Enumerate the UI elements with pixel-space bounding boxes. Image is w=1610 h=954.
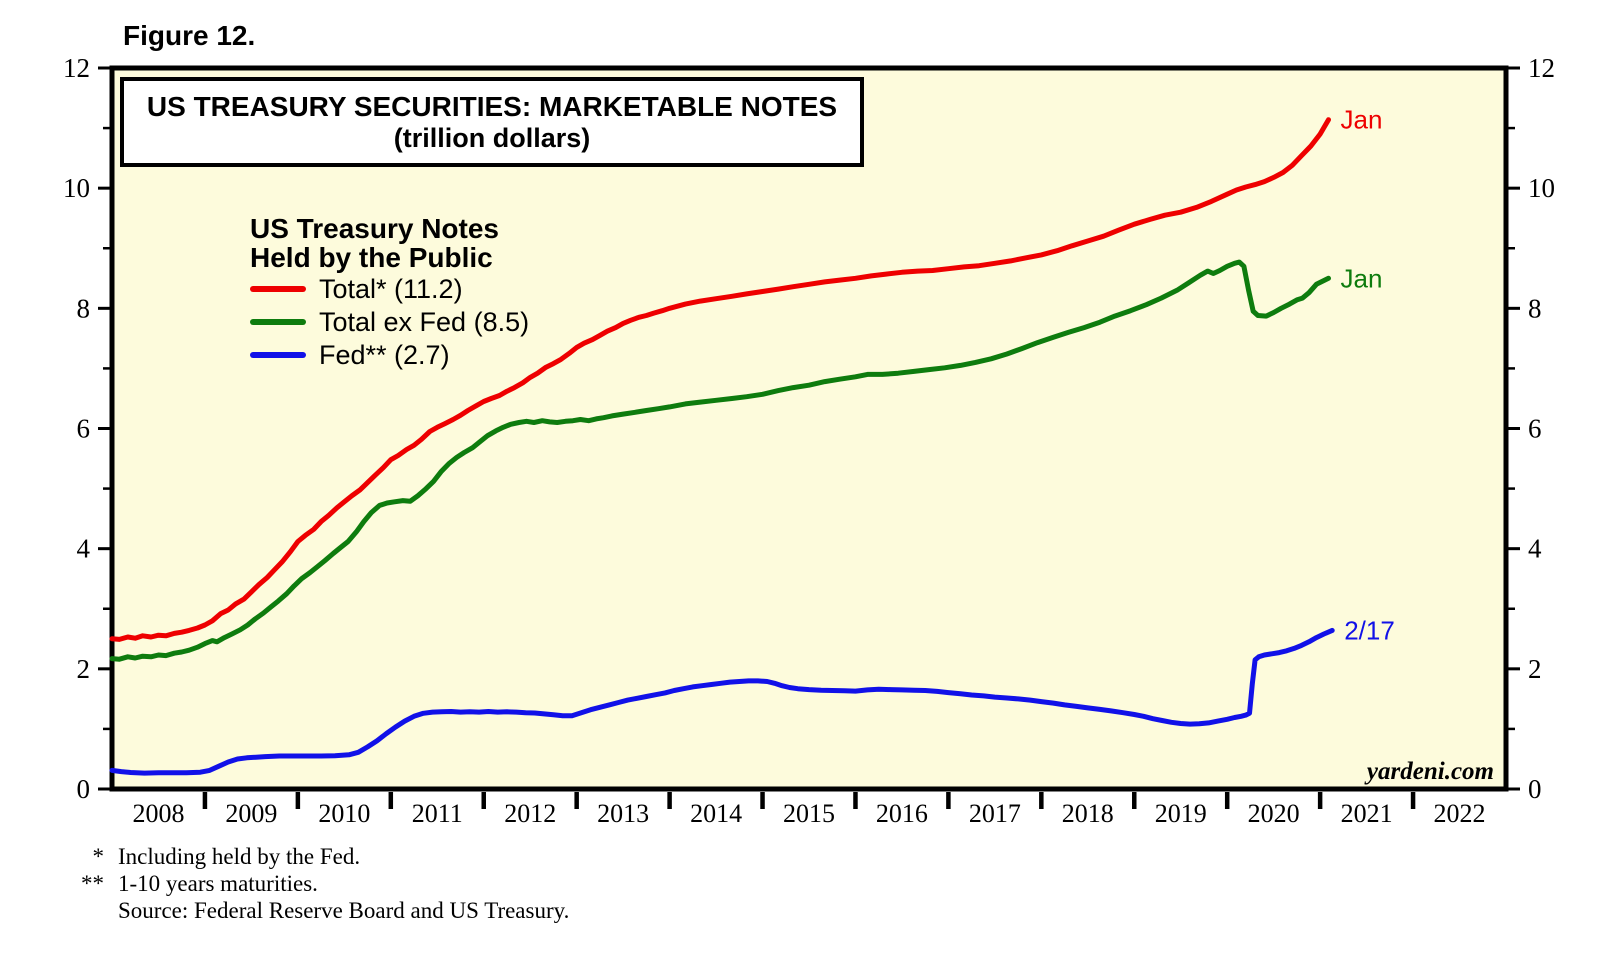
footnote-marker: ** bbox=[81, 871, 104, 896]
x-axis-year-label: 2020 bbox=[1248, 799, 1300, 828]
total-ex-fed-line-swatch bbox=[250, 319, 306, 326]
legend-item-label: Fed** (2.7) bbox=[319, 339, 450, 370]
x-axis-year-label: 2008 bbox=[132, 799, 184, 828]
y-axis-label-right: 8 bbox=[1528, 293, 1542, 323]
series-end-label-2: 2/17 bbox=[1344, 615, 1395, 645]
y-axis-label-right: 4 bbox=[1528, 534, 1542, 564]
footnotes: * Including held by the Fed. ** 1-10 yea… bbox=[72, 843, 569, 924]
y-axis-label-right: 0 bbox=[1528, 774, 1542, 804]
x-axis-year-label: 2022 bbox=[1434, 799, 1486, 828]
x-axis-year-label: 2014 bbox=[690, 799, 742, 828]
y-axis-label-left: 4 bbox=[77, 534, 91, 564]
x-axis-year-label: 2021 bbox=[1341, 799, 1393, 828]
x-axis-year-label: 2018 bbox=[1062, 799, 1114, 828]
series-end-label-0: Jan bbox=[1340, 105, 1382, 135]
footnote-row: ** 1-10 years maturities. bbox=[72, 870, 569, 897]
x-axis-year-label: 2012 bbox=[504, 799, 556, 828]
source-text: Source: Federal Reserve Board and US Tre… bbox=[118, 898, 570, 923]
chart-subtitle: (trillion dollars) bbox=[393, 122, 591, 153]
y-axis-label-right: 2 bbox=[1528, 654, 1542, 684]
x-axis-year-label: 2015 bbox=[783, 799, 835, 828]
total-line-swatch bbox=[250, 286, 306, 293]
legend-item-label: Total ex Fed (8.5) bbox=[319, 306, 530, 337]
y-axis-label-left: 10 bbox=[63, 173, 90, 203]
y-axis-label-right: 10 bbox=[1528, 173, 1555, 203]
x-axis-year-label: 2017 bbox=[969, 799, 1021, 828]
footnote-marker: * bbox=[92, 844, 105, 869]
legend-item-total-ex-fed: Total ex Fed (8.5) bbox=[250, 306, 529, 339]
footnote-text: Including held by the Fed. bbox=[118, 844, 361, 869]
chart-title-box: US TREASURY SECURITIES: MARKETABLE NOTES… bbox=[120, 77, 864, 167]
watermark-text: yardeni.com bbox=[1364, 758, 1494, 785]
plot-area bbox=[109, 65, 1509, 792]
y-axis-label-left: 12 bbox=[63, 53, 90, 83]
x-axis-year-label: 2019 bbox=[1155, 799, 1207, 828]
figure-label: Figure 12. bbox=[123, 20, 256, 51]
legend-title-line1: US Treasury Notes bbox=[250, 213, 499, 244]
legend-title-line2: Held by the Public bbox=[250, 242, 493, 274]
x-axis-year-label: 2013 bbox=[597, 799, 649, 828]
footnote-row: Source: Federal Reserve Board and US Tre… bbox=[72, 897, 569, 924]
x-axis-year-label: 2016 bbox=[876, 799, 928, 828]
legend-item-total: Total* (11.2) bbox=[250, 273, 529, 306]
x-axis-year-label: 2010 bbox=[318, 799, 370, 828]
footnote-row: * Including held by the Fed. bbox=[72, 843, 569, 870]
series-end-label-1: Jan bbox=[1340, 263, 1382, 293]
y-axis-label-left: 8 bbox=[77, 293, 91, 323]
legend-item-label: Total* (11.2) bbox=[319, 273, 463, 304]
series-line-2 bbox=[109, 627, 1335, 776]
y-axis-label-right: 6 bbox=[1528, 414, 1542, 444]
fed-line-swatch bbox=[250, 352, 306, 359]
legend-item-fed: Fed** (2.7) bbox=[250, 339, 529, 372]
series-line-1 bbox=[109, 259, 1331, 662]
y-axis-label-left: 2 bbox=[77, 654, 91, 684]
y-axis-label-right: 12 bbox=[1528, 53, 1555, 83]
y-axis-label-left: 0 bbox=[77, 774, 91, 804]
series-line-0 bbox=[109, 117, 1331, 642]
legend: US Treasury Notes Held by the Public Tot… bbox=[250, 214, 529, 372]
x-axis-year-label: 2009 bbox=[225, 799, 277, 828]
footnote-marker bbox=[72, 897, 104, 924]
x-axis-year-label: 2011 bbox=[412, 799, 463, 828]
y-axis-label-left: 6 bbox=[77, 414, 91, 444]
chart-title: US TREASURY SECURITIES: MARKETABLE NOTES bbox=[146, 90, 838, 122]
footnote-text: 1-10 years maturities. bbox=[118, 871, 318, 896]
